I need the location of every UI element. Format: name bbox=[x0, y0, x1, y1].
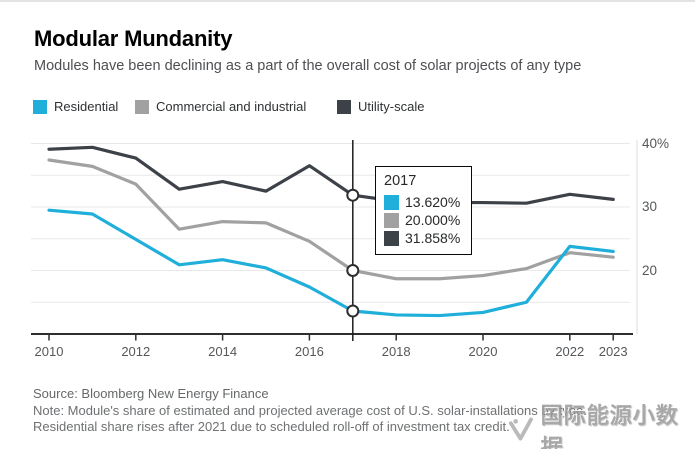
tooltip-swatch-icon bbox=[384, 230, 399, 246]
x-axis-tick-label: 2012 bbox=[121, 344, 151, 359]
highlight-marker bbox=[346, 264, 360, 277]
tooltip-value: 20.000% bbox=[405, 212, 461, 228]
watermark: 国际能源小数据 bbox=[508, 398, 695, 449]
legend-label: Residential bbox=[54, 99, 119, 114]
legend-label: Utility-scale bbox=[358, 99, 425, 114]
series-line-residential bbox=[47, 208, 615, 318]
watermark-logo-icon bbox=[508, 417, 533, 441]
tooltip-swatch-icon bbox=[384, 212, 399, 228]
legend-swatch-icon bbox=[33, 99, 47, 114]
x-axis-tick-label: 2014 bbox=[208, 344, 238, 359]
tooltip-value: 31.858% bbox=[405, 230, 461, 246]
note-text-line2: Residential share rises after 2021 due t… bbox=[33, 419, 510, 434]
note-text-line1: Note: Module's share of estimated and pr… bbox=[33, 403, 587, 418]
legend-label: Commercial and industrial bbox=[156, 99, 307, 114]
legend-item-residential: Residential bbox=[33, 99, 118, 114]
tooltip-value: 13.620% bbox=[405, 194, 461, 210]
tooltip-row: 20.000% bbox=[384, 212, 463, 228]
tooltip-row: 13.620% bbox=[384, 194, 463, 210]
x-axis-tick-label: 2022 bbox=[555, 344, 585, 359]
page-title: Modular Mundanity bbox=[34, 26, 233, 51]
y-axis-tick-label: 40% bbox=[642, 135, 670, 151]
legend-item-utility-scale: Utility-scale bbox=[337, 99, 424, 114]
tooltip-year: 2017 bbox=[384, 173, 417, 189]
top-border bbox=[0, 0, 695, 2]
series-line-utility-scale bbox=[47, 145, 615, 205]
legend: Residential Commercial and industrial Util… bbox=[0, 99, 695, 117]
chart-subtitle: Modules have been declining as a part of… bbox=[34, 58, 582, 74]
hover-tooltip: 2017 13.620% 20.000% 31.858% bbox=[375, 166, 472, 255]
legend-swatch-icon bbox=[135, 99, 149, 114]
x-axis-tick-label: 2020 bbox=[468, 344, 498, 359]
y-axis-tick-label: 30 bbox=[642, 199, 658, 214]
x-axis-tick-label: 2018 bbox=[381, 344, 411, 359]
watermark-text: 国际能源小数据 bbox=[540, 403, 679, 449]
legend-swatch-icon bbox=[337, 99, 351, 114]
highlight-marker bbox=[346, 188, 360, 202]
tooltip-rows: 13.620% 20.000% 31.858% bbox=[384, 194, 463, 246]
series-line-commercial-and-industrial bbox=[47, 158, 615, 281]
legend-item-commercial-and-industrial: Commercial and industrial bbox=[135, 99, 306, 114]
x-axis-tick-label: 2023 bbox=[598, 344, 628, 359]
tooltip-swatch-icon bbox=[384, 194, 399, 210]
y-axis-tick-label: 20 bbox=[642, 262, 658, 278]
tooltip-row: 31.858% bbox=[384, 230, 463, 246]
source-text: Source: Bloomberg New Energy Finance bbox=[33, 386, 269, 401]
highlight-marker bbox=[346, 304, 360, 318]
x-axis-tick-label: 2010 bbox=[34, 344, 64, 359]
x-axis-tick-label: 2016 bbox=[294, 344, 324, 359]
